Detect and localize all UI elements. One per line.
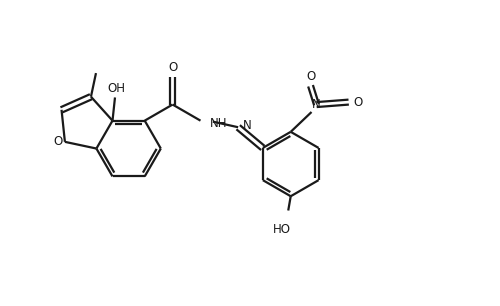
Text: OH: OH [107,82,125,95]
Text: O: O [354,95,362,109]
Text: N: N [242,119,252,132]
Text: NH: NH [210,117,228,130]
Text: O: O [54,135,63,148]
Text: O: O [306,70,315,83]
Text: O: O [168,61,177,74]
Text: N: N [312,98,321,111]
Text: HO: HO [273,223,291,236]
